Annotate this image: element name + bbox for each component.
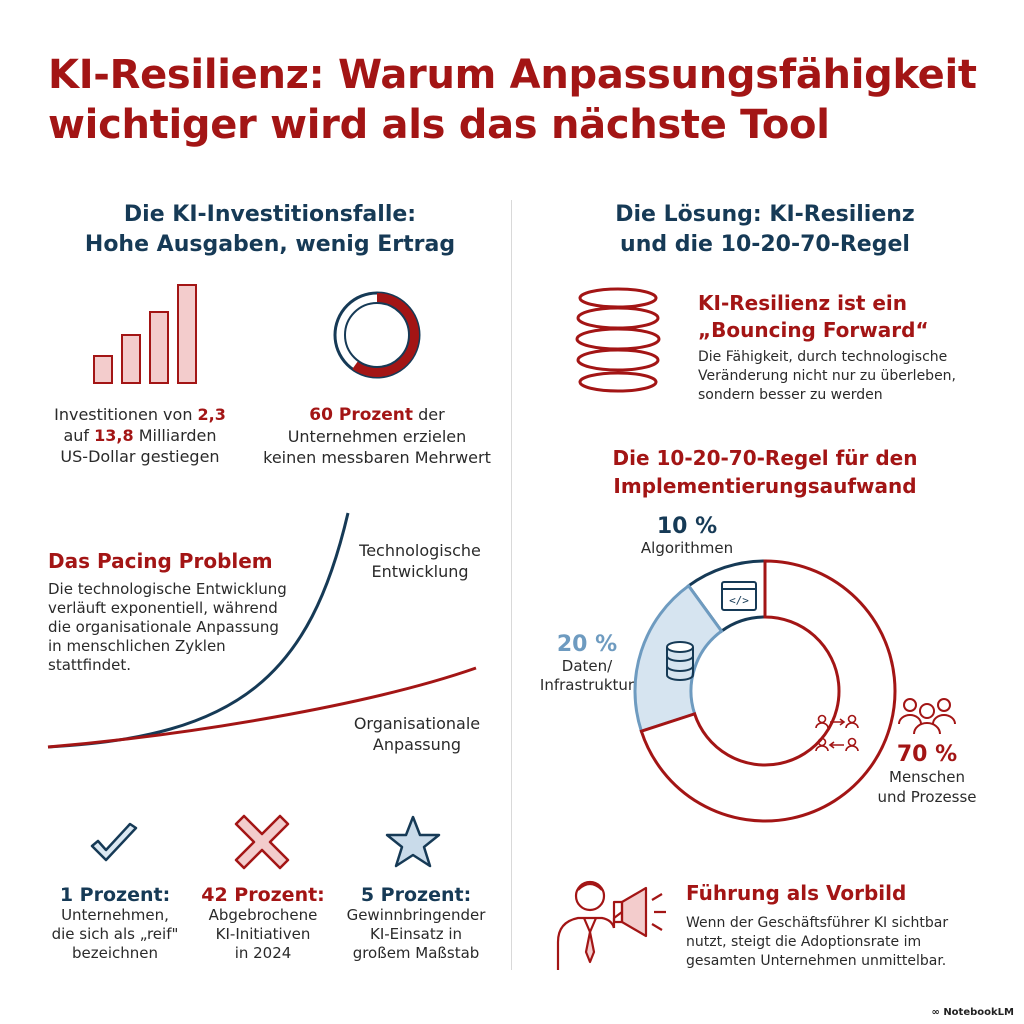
resilience-description: Die Fähigkeit, durch technologische Verä… [698,349,957,403]
spring-icon [575,287,661,393]
database-icon [666,641,694,681]
right-heading-line1: Die Lösung: KI-Resilienz [615,202,915,227]
donut-segment-people [639,559,897,823]
star-icon [385,815,441,868]
left-heading-line2: Hohe Ausgaben, wenig Ertrag [84,232,456,257]
segment-people: 70 % Menschen und Prozesse [862,742,992,807]
stat-mature: 1 Prozent: Unternehmen, die sich als „re… [40,884,190,963]
segment-algorithms: 10 % Algorithmen [622,514,752,558]
no-value-stat: 60 Prozent der Unternehmen erzielen kein… [263,405,491,467]
stat-aborted: 42 Prozent: Abgebrochene KI-Initiativen … [188,884,338,963]
group-icon [898,698,956,735]
investment-to-value: 13,8 [94,426,134,445]
stat-profitable-title: 5 Prozent: [360,884,472,906]
investment-stat: Investitionen von 2,3 auf 13,8 Milliarde… [54,405,226,466]
pacing-curves-chart [47,512,477,749]
page-title-line1: KI-Resilienz: Warum Anpassungsfähigkeit [48,52,977,98]
resilience-title: KI-Resilienz ist ein „Bouncing Forward“ [698,291,929,342]
rule-donut-chart: </> [633,559,897,823]
rule-heading: Die 10-20-70-Regel für den Implementieru… [612,446,918,498]
segment-data: 20 % Daten/ Infrastruktur [522,632,652,695]
people-process-icon [815,714,859,752]
left-heading-line1: Die KI-Investitionsfalle: [123,202,417,227]
no-value-number: 60 Prozent [309,405,414,425]
donut-60-icon [333,291,421,379]
stat-profitable: 5 Prozent: Gewinnbringender KI-Einsatz i… [338,884,494,963]
segment-algorithms-pct: 10 % [656,514,718,539]
page-title: KI-Resilienz: Warum Anpassungsfähigkeit … [48,50,988,150]
page-title-line2: wichtiger wird als das nächste Tool [48,102,830,148]
brand-icon: ∞ [931,1007,944,1018]
organisation-curve [47,666,477,749]
leadership-title: Führung als Vorbild [686,881,907,905]
pacing-title: Das Pacing Problem [48,549,273,573]
right-section-heading: Die Lösung: KI-Resilienz und die 10-20-7… [530,200,1000,260]
pacing-description: Die technologische Entwicklung verläuft … [48,580,287,674]
stat-mature-title: 1 Prozent: [59,884,171,906]
brand-label: ∞ NotebookLM [931,1007,1015,1018]
org-curve-label: Organisationale Anpassung [353,714,481,754]
svg-text:</>: </> [729,594,749,607]
segment-people-pct: 70 % [896,742,958,767]
donut-segment-data [633,583,724,734]
megaphone-person-icon [556,880,666,970]
investment-from-value: 2,3 [197,405,226,424]
right-heading-line2: und die 10-20-70-Regel [620,232,910,257]
cross-icon [234,814,290,870]
column-divider [511,200,512,970]
tech-curve-label: Technologische Entwicklung [359,541,481,581]
code-window-icon: </> [721,581,757,611]
bar-chart-icon [93,284,197,384]
segment-data-pct: 20 % [556,632,618,657]
stat-aborted-title: 42 Prozent: [201,884,325,906]
leadership-description: Wenn der Geschäftsführer KI sichtbar nut… [686,915,949,969]
left-section-heading: Die KI-Investitionsfalle: Hohe Ausgaben,… [40,200,500,260]
checkmark-icon [90,822,138,862]
